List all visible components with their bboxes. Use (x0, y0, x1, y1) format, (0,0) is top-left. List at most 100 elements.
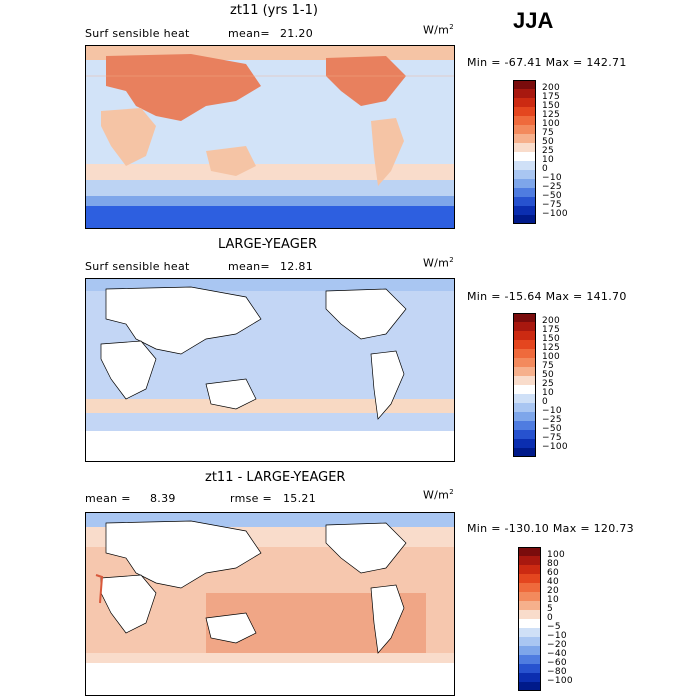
colorbar-label: −25 (542, 182, 562, 192)
panel-3-map (85, 512, 455, 696)
colorbar-swatch (518, 682, 541, 691)
colorbar-swatch (518, 655, 541, 664)
panel-1-map-svg (86, 46, 454, 228)
panel-3-rmse-value: 15.21 (283, 492, 316, 505)
panel-2-mean-label: mean= (228, 260, 270, 273)
colorbar-swatch (513, 80, 536, 89)
colorbar-label: −80 (547, 667, 567, 677)
colorbar-swatch (513, 331, 536, 340)
colorbar-label: 75 (542, 128, 555, 138)
colorbar-swatch (513, 439, 536, 448)
panel-1-title: zt11 (yrs 1-1) (230, 3, 318, 18)
colorbar-swatch (513, 394, 536, 403)
panel-1-mean-label: mean= (228, 27, 270, 40)
colorbar-label: 125 (542, 343, 561, 353)
panel-2-south-america (370, 350, 405, 420)
panel-1-units: W/m2 (423, 23, 454, 37)
colorbar-label: 25 (542, 379, 555, 389)
colorbar-swatch (513, 421, 536, 430)
colorbar-swatch (518, 619, 541, 628)
panel-3-southern-band (86, 653, 454, 663)
colorbar-swatch (513, 170, 536, 179)
colorbar-swatch (518, 547, 541, 556)
colorbar-swatch (513, 125, 536, 134)
panel-2-minmax: Min = -15.64 Max = 141.70 (467, 290, 627, 303)
colorbar-swatch (518, 574, 541, 583)
colorbar-swatch (513, 134, 536, 143)
colorbar-swatch (518, 610, 541, 619)
colorbar-swatch (518, 592, 541, 601)
panel-1-north-america (326, 56, 406, 106)
panel-1-southern-band (86, 164, 454, 180)
panel-2-title: LARGE-YEAGER (218, 237, 318, 252)
colorbar-swatch (513, 206, 536, 215)
colorbar-label: 20 (547, 586, 560, 596)
panel-2-units: W/m2 (423, 256, 454, 270)
colorbar-label: −75 (542, 200, 562, 210)
panel-3-units: W/m2 (423, 488, 454, 502)
colorbar-swatch (518, 565, 541, 574)
colorbar-swatch (518, 601, 541, 610)
colorbar-label: 25 (542, 146, 555, 156)
panel-2-antarctica-land (86, 431, 454, 461)
colorbar-label: 175 (542, 92, 561, 102)
colorbar-swatch (513, 403, 536, 412)
panel-3-rmse-label: rmse = (230, 492, 273, 505)
panel-1-mean-value: 21.20 (280, 27, 313, 40)
colorbar-swatch (513, 89, 536, 98)
colorbar-swatch (513, 197, 536, 206)
colorbar-swatch (513, 188, 536, 197)
colorbar-label: −100 (542, 442, 568, 452)
panel-1-antarctic-ocean-band (86, 196, 454, 208)
colorbar-label: 10 (542, 388, 555, 398)
panel-3-mean-label: mean = (85, 492, 131, 505)
panel-3-north-america (325, 522, 407, 574)
panel-2-north-america (325, 288, 407, 340)
colorbar-label: 0 (542, 164, 549, 174)
colorbar-swatch (513, 98, 536, 107)
colorbar-swatch (513, 448, 536, 457)
colorbar-swatch (513, 412, 536, 421)
panel-2-variable-label: Surf sensible heat (85, 260, 190, 273)
colorbar-label: 80 (547, 559, 560, 569)
panel-2-map (85, 278, 455, 462)
panel-3-antarctica-land (86, 663, 454, 695)
panel-1-minmax: Min = -67.41 Max = 142.71 (467, 56, 627, 69)
colorbar-label: −50 (542, 424, 562, 434)
colorbar-label: −60 (547, 658, 567, 668)
colorbar-swatch (513, 367, 536, 376)
panel-2-africa (100, 340, 157, 400)
panel-2-map-svg (86, 279, 454, 461)
colorbar-label: 150 (542, 334, 561, 344)
panel-3-eurasia (105, 520, 262, 589)
colorbar-label: 125 (542, 110, 561, 120)
colorbar-swatch (513, 385, 536, 394)
colorbar-label: −100 (542, 209, 568, 219)
panel-1-map (85, 45, 455, 229)
colorbar-swatch (513, 322, 536, 331)
colorbar-label: 200 (542, 316, 561, 326)
colorbar-label: 50 (542, 370, 555, 380)
colorbar-label: −20 (547, 640, 567, 650)
colorbar-swatch (513, 340, 536, 349)
panel-3-south-america (370, 584, 405, 654)
panel-2-australia (205, 378, 257, 410)
season-label: JJA (513, 8, 554, 33)
colorbar-swatch (513, 116, 536, 125)
colorbar-label: −100 (547, 676, 573, 686)
colorbar-label: 150 (542, 101, 561, 111)
colorbar-swatch (513, 107, 536, 116)
colorbar-swatch (518, 556, 541, 565)
colorbar-label: −10 (547, 631, 567, 641)
colorbar-label: −10 (542, 406, 562, 416)
panel-3-africa (100, 574, 157, 634)
colorbar-swatch (518, 646, 541, 655)
colorbar-label: 10 (542, 155, 555, 165)
colorbar-swatch (513, 313, 536, 322)
colorbar-label: 0 (542, 397, 549, 407)
colorbar-label: 100 (547, 550, 566, 560)
colorbar-label: −50 (542, 191, 562, 201)
panel-3-australia (205, 612, 257, 644)
colorbar-label: 200 (542, 83, 561, 93)
panel-1-africa (101, 108, 156, 166)
